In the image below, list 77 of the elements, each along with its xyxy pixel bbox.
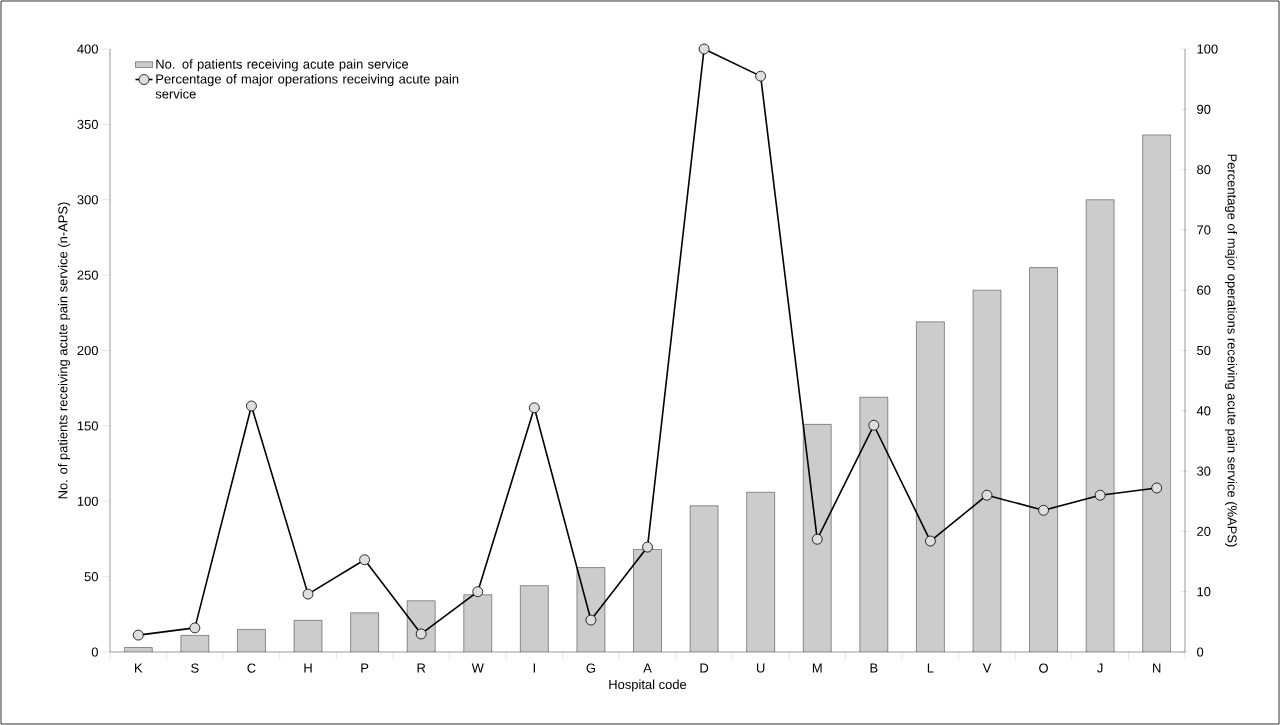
- bar: [1029, 267, 1058, 652]
- y-tick-label: 250: [77, 270, 98, 280]
- y-axis-title: No. of patients receiving acute pain service (n-APS): [57, 202, 71, 499]
- bar: [633, 549, 662, 652]
- legend-label: Percentage of major operations receiving acute pain service: [155, 74, 459, 99]
- x-axis-title: Hospital code: [609, 679, 687, 692]
- point: [302, 588, 314, 600]
- x-tick-label: R: [417, 663, 426, 673]
- point: [585, 614, 597, 626]
- point: [755, 70, 767, 82]
- bar: [1086, 199, 1115, 652]
- point: [868, 419, 880, 431]
- y-tick-label: 50: [84, 572, 98, 582]
- point: [1094, 489, 1106, 501]
- point: [359, 554, 371, 566]
- x-tick-label: N: [1153, 663, 1161, 673]
- y2-tick-label: 90: [1197, 104, 1211, 114]
- x-tick-label: H: [304, 663, 312, 673]
- bar: [803, 424, 832, 652]
- bar: [463, 594, 492, 652]
- point: [189, 622, 201, 634]
- y-tick-label: 350: [77, 119, 98, 129]
- point: [1151, 482, 1163, 494]
- x-tick-label: L: [927, 663, 934, 673]
- point: [472, 586, 484, 598]
- point: [924, 535, 936, 547]
- y2-tick-label: 50: [1197, 345, 1211, 356]
- x-tick-label: S: [191, 663, 199, 673]
- point: [528, 402, 540, 414]
- x-tick-label: M: [812, 663, 822, 673]
- point: [1038, 504, 1049, 516]
- x-tick-label: U: [756, 663, 765, 673]
- point: [246, 400, 257, 412]
- y2-tick-label: 30: [1197, 466, 1211, 476]
- point: [698, 43, 710, 55]
- x-tick-label: C: [247, 663, 256, 673]
- bar: [972, 290, 1001, 652]
- x-tick-label: D: [700, 663, 709, 673]
- y2-tick-label: 100: [1197, 44, 1218, 54]
- y-tick-label: 150: [77, 421, 98, 431]
- x-tick-label: I: [533, 663, 535, 673]
- legend-label: No. of patients receiving acute pain service: [156, 59, 409, 72]
- y2-tick-label: 80: [1197, 165, 1211, 175]
- y-tick-label: 400: [77, 44, 98, 54]
- x-tick-label: V: [982, 663, 992, 673]
- point: [642, 541, 653, 553]
- x-tick-label: P: [361, 663, 369, 673]
- point: [811, 533, 823, 545]
- x-tick-label: B: [870, 663, 878, 673]
- x-tick-label: K: [135, 663, 143, 673]
- y-tick-label: 0: [91, 647, 98, 657]
- y2-tick-label: 40: [1196, 406, 1211, 416]
- bar: [916, 321, 945, 652]
- y2-tick-label: 0: [1197, 647, 1204, 657]
- bar: [690, 505, 719, 652]
- x-tick-label: W: [471, 663, 484, 673]
- bar: [746, 492, 775, 652]
- x-tick-label: O: [1039, 663, 1048, 673]
- y-tick-label: 300: [77, 195, 98, 205]
- x-tick-label: A: [643, 663, 652, 673]
- y2-tick-label: 10: [1197, 587, 1211, 597]
- bar: [859, 397, 888, 652]
- bar: [520, 585, 549, 652]
- y2-tick-label: 70: [1197, 225, 1211, 235]
- y-tick-label: 100: [77, 496, 98, 506]
- bar: [237, 629, 266, 652]
- x-tick-label: J: [1097, 663, 1103, 673]
- point: [132, 629, 144, 641]
- bar: [1142, 134, 1171, 652]
- bar: [350, 612, 379, 652]
- y2-tick-label: 60: [1197, 285, 1211, 295]
- y2-tick-label: 20: [1197, 526, 1211, 536]
- y-tick-label: 200: [77, 345, 98, 356]
- point: [415, 628, 427, 640]
- y2-axis-title: Percentage of major operations receiving acute pain service (%APS): [1224, 154, 1238, 547]
- point: [981, 489, 993, 501]
- x-tick-label: G: [586, 663, 595, 673]
